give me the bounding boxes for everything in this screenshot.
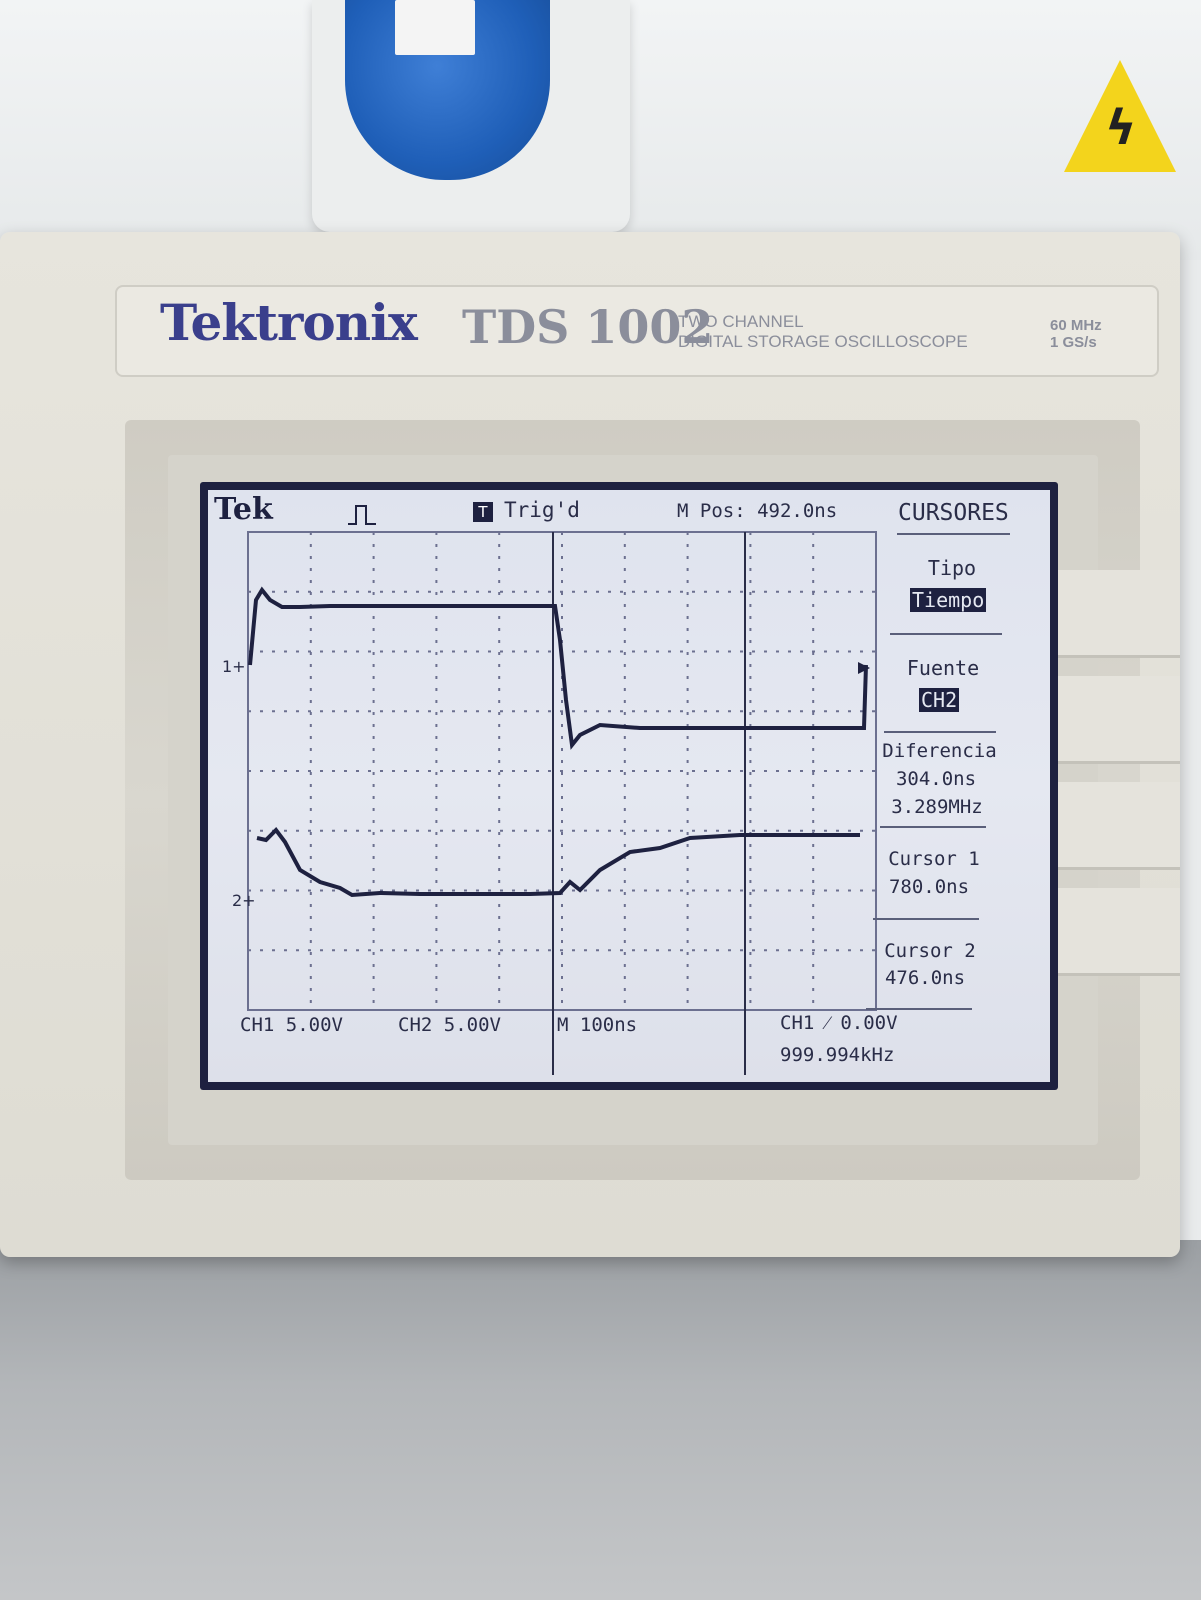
menu-tipo-value[interactable]: Tiempo <box>910 588 987 612</box>
trigger-icon: T <box>473 502 493 522</box>
menu-divider <box>880 826 986 828</box>
menu-title: CURSORES <box>898 500 1009 526</box>
menu-diferencia-frequency: 3.289MHz <box>891 796 983 818</box>
model-label-strip <box>115 285 1159 377</box>
menu-cursor-2-value: 476.0ns <box>884 967 966 989</box>
model-spec: 60 MHz 1 GS/s <box>1050 317 1102 351</box>
electrical-warning-icon <box>1064 60 1176 172</box>
menu-divider <box>884 731 996 733</box>
ch1-scale: CH1 5.00V <box>240 1014 343 1036</box>
bench-surface <box>0 1240 1201 1600</box>
menu-divider <box>897 533 1010 535</box>
menu-cursor-2-label: Cursor 2 <box>884 940 976 962</box>
menu-cursor-1-value: 780.0ns <box>888 876 970 898</box>
description-line-2: DIGITAL STORAGE OSCILLOSCOPE <box>678 332 968 351</box>
model-name: TDS 1002 <box>462 300 714 354</box>
model-description: TWO CHANNEL DIGITAL STORAGE OSCILLOSCOPE <box>678 312 968 352</box>
menu-divider <box>873 918 979 920</box>
spec-sample-rate: 1 GS/s <box>1050 334 1097 351</box>
brand-logo: Tektronix <box>160 293 418 352</box>
menu-divider <box>866 1008 972 1010</box>
timebase: M 100ns <box>557 1014 638 1036</box>
trigger-status: Trig'd <box>504 498 580 522</box>
menu-button-4[interactable] <box>1040 888 1180 976</box>
lightning-bolt-icon: ϟ <box>1105 100 1137 156</box>
menu-diferencia-label: Diferencia <box>882 740 997 762</box>
main-position: M Pos: 492.0ns <box>677 500 838 522</box>
menu-fuente-value[interactable]: CH2 <box>919 688 960 712</box>
tek-logo: Tek <box>214 492 273 527</box>
trigger-setting: CH1 ⁄ 0.00V <box>780 1012 898 1034</box>
menu-tipo-label: Tipo <box>927 556 977 580</box>
trigger-frequency: 999.994kHz <box>780 1044 895 1066</box>
menu-diferencia-time: 304.0ns <box>895 768 977 790</box>
menu-divider <box>890 633 1002 635</box>
menu-fuente-label: Fuente <box>906 656 980 680</box>
menu-button-3[interactable] <box>1040 782 1180 870</box>
menu-button-1[interactable] <box>1040 570 1180 658</box>
menu-button-2[interactable] <box>1040 676 1180 764</box>
spec-bandwidth: 60 MHz <box>1050 317 1102 334</box>
socket-sticker <box>395 0 475 55</box>
ch2-scale: CH2 5.00V <box>398 1014 501 1036</box>
menu-cursor-1-label: Cursor 1 <box>888 848 980 870</box>
menu-buttons <box>1020 570 1180 990</box>
description-line-1: TWO CHANNEL <box>678 312 804 331</box>
